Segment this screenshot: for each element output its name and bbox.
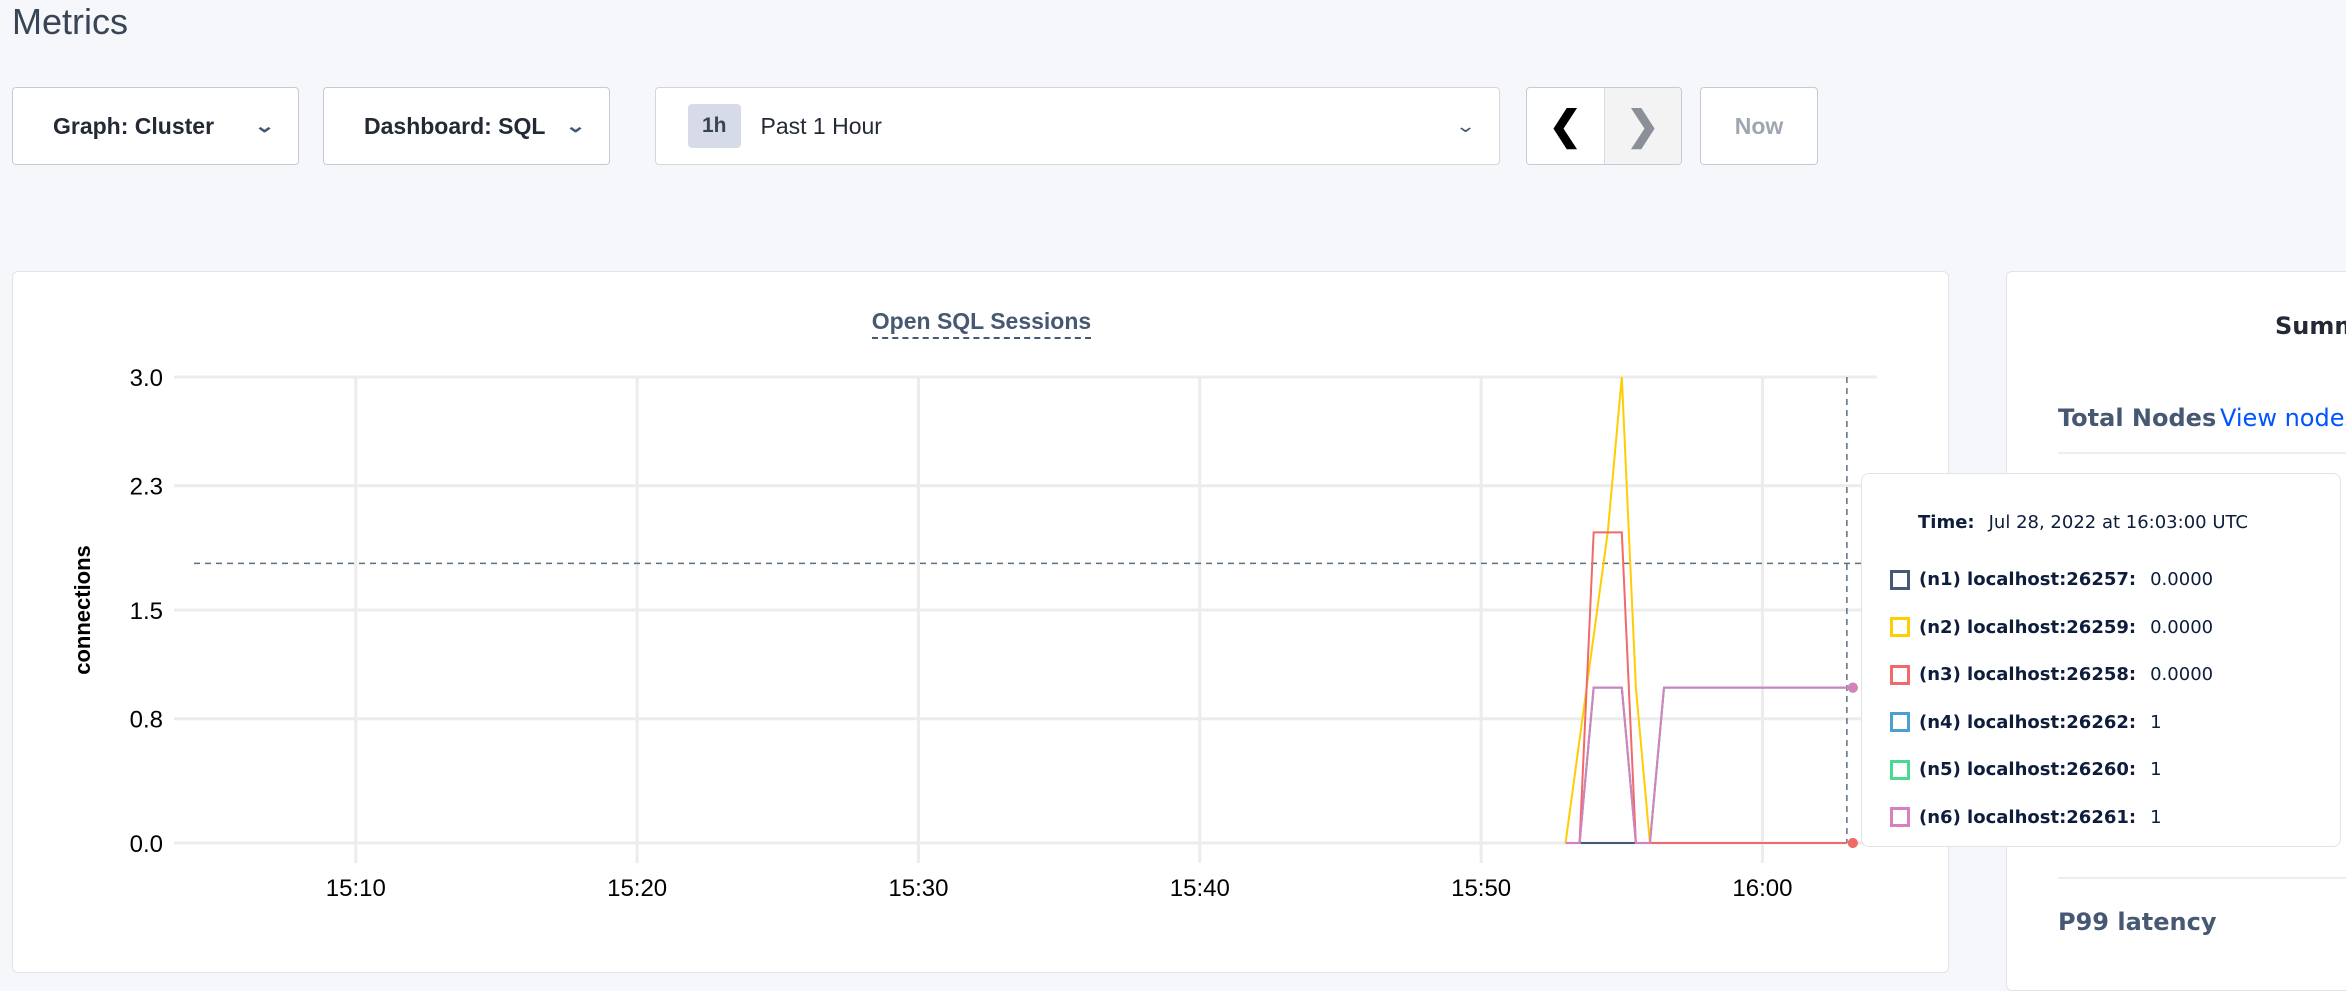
p99-latency-label: P99 latency — [2058, 908, 2217, 936]
tooltip-time: Time: Jul 28, 2022 at 16:03:00 UTC — [1918, 512, 2248, 533]
dashboard-dropdown-label: Dashboard: SQL — [364, 112, 546, 139]
y-tick-label: 2.3 — [130, 474, 163, 501]
divider — [2058, 877, 2346, 879]
graph-dropdown[interactable]: Graph: Cluster ⌄ — [12, 87, 299, 165]
time-range-label: Past 1 Hour — [760, 112, 882, 139]
series-point — [1847, 838, 1858, 848]
tooltip-row: (n6) localhost:26261: 1 — [1890, 807, 2162, 828]
tooltip-series-value: 0.0000 — [2150, 616, 2214, 638]
tooltip-series-name: (n4) localhost:26262: — [1919, 711, 2137, 733]
page-title: Metrics — [12, 1, 128, 42]
divider — [2058, 452, 2346, 454]
chart-title-text: Open SQL Sessions — [871, 308, 1092, 339]
tooltip-series-value: 1 — [2150, 711, 2162, 733]
tooltip-row: (n4) localhost:26262: 1 — [1890, 712, 2162, 733]
series-point — [1847, 682, 1858, 693]
y-axis-label: connections — [70, 545, 95, 675]
time-range-dropdown[interactable]: 1h Past 1 Hour ⌄ — [655, 87, 1500, 165]
y-tick-label: 0.8 — [130, 707, 163, 734]
now-button[interactable]: Now — [1700, 87, 1818, 165]
tooltip-series-name: (n6) localhost:26261: — [1919, 806, 2137, 828]
chevron-left-icon: ❮ — [1548, 104, 1582, 148]
tooltip-row: (n3) localhost:26258: 0.0000 — [1890, 664, 2213, 685]
x-tick-label: 16:00 — [1732, 875, 1792, 902]
tooltip-time-label: Time: — [1918, 512, 1975, 533]
x-tick-label: 15:30 — [888, 875, 948, 902]
next-time-button[interactable]: ❯ — [1604, 88, 1681, 164]
tooltip-series-value: 0.0000 — [2150, 569, 2214, 590]
chevron-down-icon: ⌄ — [564, 115, 587, 136]
chart-tooltip: Time: Jul 28, 2022 at 16:03:00 UTC (n1) l… — [1861, 473, 2341, 847]
prev-time-button[interactable]: ❮ — [1527, 88, 1605, 164]
x-tick-label: 15:50 — [1451, 875, 1511, 902]
chevron-down-icon: ⌄ — [253, 115, 276, 136]
tooltip-time-value: Jul 28, 2022 at 16:03:00 UTC — [1988, 512, 2248, 533]
legend-swatch-icon — [1890, 712, 1910, 732]
view-nodes-link[interactable]: View nodes — [2220, 404, 2346, 432]
summary-title: Summ — [2275, 312, 2346, 340]
legend-swatch-icon — [1890, 617, 1910, 637]
time-nav-group: ❮ ❯ — [1526, 87, 1682, 165]
legend-swatch-icon — [1890, 759, 1910, 780]
y-tick-label: 0.0 — [130, 831, 163, 858]
series-line — [1565, 686, 1847, 844]
tooltip-series-name: (n3) localhost:26258: — [1919, 664, 2137, 685]
tooltip-series-value: 1 — [2150, 806, 2162, 828]
y-tick-label: 1.5 — [130, 598, 163, 625]
tooltip-series-name: (n2) localhost:26259: — [1919, 616, 2137, 638]
tooltip-row: (n2) localhost:26259: 0.0000 — [1890, 617, 2213, 638]
total-nodes-label: Total Nodes — [2058, 404, 2217, 432]
series-line — [1565, 686, 1847, 844]
time-range-badge: 1h — [688, 104, 741, 148]
x-tick-label: 15:40 — [1170, 875, 1230, 902]
x-tick-label: 15:20 — [607, 875, 667, 902]
tooltip-row: (n1) localhost:26257: 0.0000 — [1890, 569, 2213, 590]
series-line — [1565, 686, 1847, 844]
tooltip-series-value: 0.0000 — [2150, 664, 2214, 685]
chevron-right-icon: ❯ — [1625, 104, 1660, 148]
legend-swatch-icon — [1890, 664, 1910, 685]
chevron-down-icon: ⌄ — [1454, 115, 1477, 136]
y-tick-label: 3.0 — [130, 365, 163, 392]
x-tick-label: 15:10 — [326, 875, 386, 902]
graph-dropdown-label: Graph: Cluster — [53, 112, 215, 139]
tooltip-series-name: (n5) localhost:26260: — [1919, 759, 2137, 780]
tooltip-series-name: (n1) localhost:26257: — [1919, 569, 2137, 590]
legend-swatch-icon — [1890, 569, 1910, 590]
chart-title[interactable]: Open SQL Sessions — [13, 308, 1950, 339]
dashboard-dropdown[interactable]: Dashboard: SQL ⌄ — [323, 87, 610, 165]
tooltip-row: (n5) localhost:26260: 1 — [1890, 759, 2162, 780]
tooltip-series-value: 1 — [2150, 759, 2162, 780]
open-sql-sessions-chart[interactable]: 0.0 0.8 1.5 2.3 3.0 15:10 15:20 15:30 15:40 15:50… — [0, 0, 1949, 978]
legend-swatch-icon — [1890, 807, 1910, 827]
